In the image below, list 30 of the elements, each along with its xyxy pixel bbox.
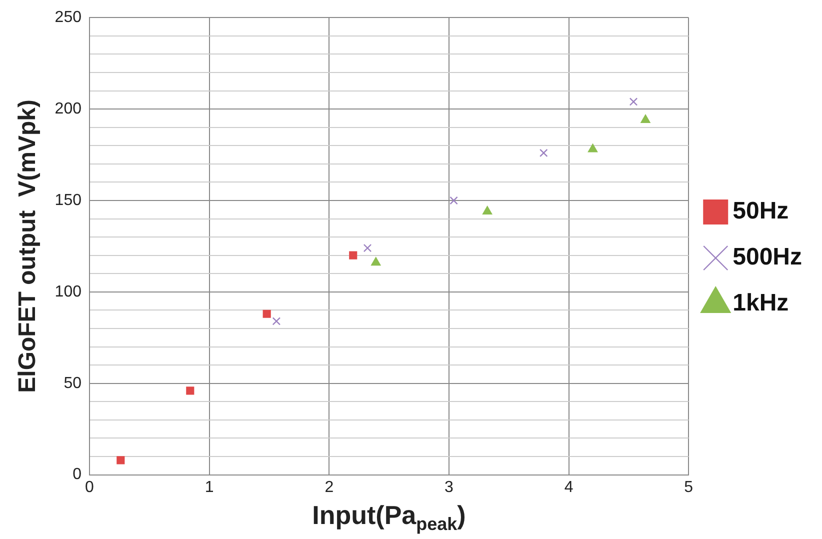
- y-axis-title: ElGoFET output V(mVpk): [14, 100, 42, 393]
- x-axis-title: Input(Pa$_{peak}$): [311, 500, 467, 536]
- point: [363, 244, 372, 252]
- point: [349, 251, 358, 260]
- point: [272, 317, 281, 326]
- x-tick-label: 5: [684, 478, 694, 496]
- x-tick-label: 2: [324, 478, 334, 496]
- legend-label: 1kHz: [732, 290, 789, 317]
- y-tick-label: 0: [72, 466, 82, 484]
- y-tick-label: 100: [54, 283, 82, 300]
- point: [116, 456, 125, 464]
- point: [640, 114, 650, 124]
- x-tick-label: 3: [444, 478, 454, 496]
- point: [540, 148, 548, 158]
- y-tick-label: 250: [54, 9, 82, 26]
- x-tick-label: 1: [204, 478, 214, 496]
- point: [371, 257, 381, 266]
- point: [262, 310, 271, 318]
- y-tick-label: 150: [54, 192, 82, 209]
- x-tick-label: 4: [564, 478, 574, 496]
- point: [588, 144, 598, 152]
- x-tick-label: 0: [85, 478, 94, 496]
- legend-label: 50Hz: [732, 198, 789, 225]
- point: [482, 206, 492, 214]
- point: [186, 386, 194, 395]
- y-tick-label: 50: [64, 374, 82, 392]
- legend-label: 500Hz: [732, 244, 802, 271]
- y-tick-label: 200: [54, 100, 82, 118]
- point: [629, 98, 638, 106]
- point: [450, 196, 458, 205]
